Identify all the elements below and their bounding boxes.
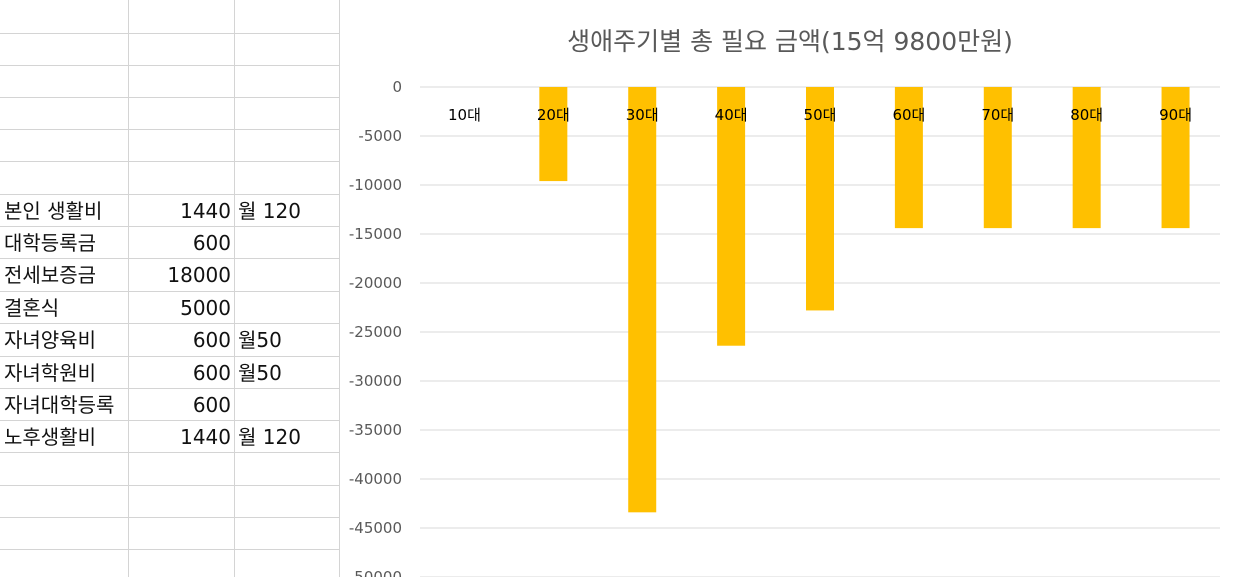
cell-amount[interactable]: 1440 [180,199,231,223]
row-line [0,452,340,453]
cell-amount[interactable]: 600 [192,393,231,417]
row-line [0,129,340,130]
row-line [0,549,340,550]
cell-amount[interactable]: 600 [192,231,231,255]
cell-note[interactable]: 월 120 [238,425,301,449]
bars [539,87,1190,513]
x-category-label: 10대 [448,106,481,124]
cell-note[interactable] [238,292,338,324]
y-tick-label: 0 [392,78,402,96]
y-tick-label: -5000 [358,127,402,145]
bar[interactable] [983,87,1012,229]
row-line [0,97,340,98]
x-axis-labels: 10대 20대 30대 40대 50대 60대 70대 80대 90대 [448,106,1192,124]
bar[interactable] [806,87,834,311]
cell-label[interactable]: 자녀양육비 [4,328,96,352]
y-tick-label: -45000 [349,519,402,537]
cell-note[interactable]: 월50 [238,361,282,385]
x-category-label: 60대 [892,106,925,124]
cell-label[interactable]: 자녀학원비 [4,361,96,385]
cell-note[interactable] [238,259,338,291]
cell-note[interactable] [238,389,338,421]
x-category-label: 20대 [537,106,570,124]
bar[interactable] [539,87,568,182]
bar[interactable] [1161,87,1190,229]
bar[interactable] [717,87,746,346]
row-line [0,258,340,259]
y-tick-label: -30000 [349,372,402,390]
y-axis-ticks: 0 -5000 -10000 -15000 -20000 -25000 -30000 -350… [349,78,402,577]
cell-label[interactable]: 본인 생활비 [4,199,103,223]
row-line [0,161,340,162]
y-tick-label: -35000 [349,421,402,439]
cell-label[interactable]: 노후생활비 [4,425,96,449]
cell-amount[interactable]: 5000 [180,296,231,320]
row-line [0,517,340,518]
y-tick-label: -50000 [349,568,402,577]
col-line [234,0,235,577]
bar[interactable] [894,87,923,229]
row-line [0,388,340,389]
row-line [0,291,340,292]
row-line [0,356,340,357]
chart-title: 생애주기별 총 필요 금액(15억 9800만원) [567,27,1013,56]
row-line [0,323,340,324]
col-line [128,0,129,577]
bar-chart[interactable]: 생애주기별 총 필요 금액(15억 9800만원) 0 -5000 -10000 -1… [340,0,1240,577]
row-line [0,33,340,34]
cell-label[interactable]: 자녀대학등록 [4,393,115,417]
row-line [0,194,340,195]
col-line [339,0,340,577]
y-tick-label: -10000 [349,176,402,194]
cell-note[interactable]: 월50 [238,328,282,352]
y-tick-label: -40000 [349,470,402,488]
x-category-label: 70대 [981,106,1014,124]
row-line [0,65,340,66]
row-line [0,485,340,486]
bar[interactable] [1072,87,1101,229]
cell-label[interactable]: 대학등록금 [4,231,96,255]
row-line [0,420,340,421]
chart-area[interactable]: 생애주기별 총 필요 금액(15억 9800만원) 0 -5000 -10000 -1… [340,0,1240,577]
cell-amount[interactable]: 600 [192,328,231,352]
x-category-label: 40대 [715,106,748,124]
y-tick-label: -15000 [349,225,402,243]
cell-label[interactable]: 전세보증금 [4,263,96,287]
x-category-label: 50대 [804,106,837,124]
cell-amount[interactable]: 600 [192,361,231,385]
y-tick-label: -25000 [349,323,402,341]
y-tick-label: -20000 [349,274,402,292]
cell-label[interactable]: 결혼식 [4,296,60,320]
x-category-label: 30대 [626,106,659,124]
cell-amount[interactable]: 18000 [167,263,231,287]
cell-note[interactable] [238,227,338,259]
x-category-label: 90대 [1159,106,1192,124]
bar[interactable] [628,87,657,513]
x-category-label: 80대 [1070,106,1103,124]
cell-amount[interactable]: 1440 [180,425,231,449]
row-line [0,226,340,227]
cell-note[interactable]: 월 120 [238,199,301,223]
